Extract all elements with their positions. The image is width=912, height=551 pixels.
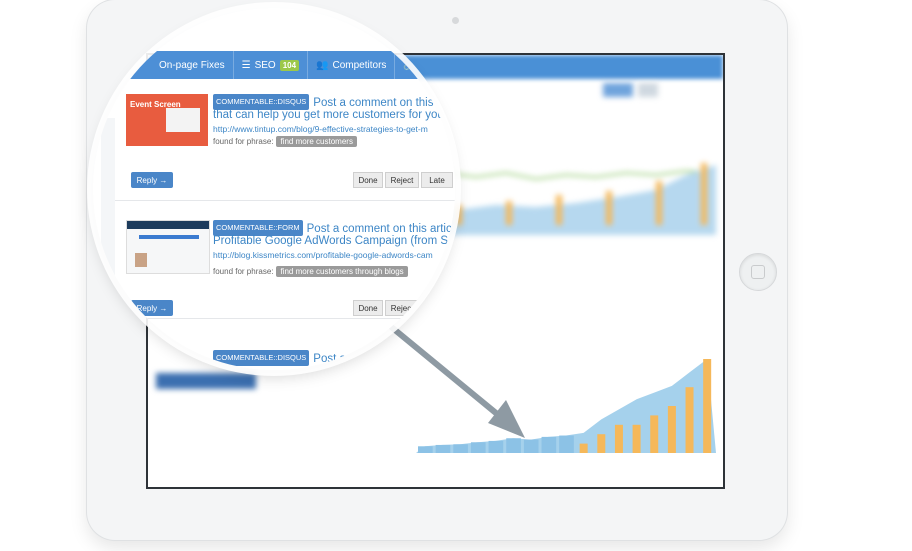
- blurred-button: [603, 83, 633, 97]
- reject-button[interactable]: Reject: [385, 172, 419, 188]
- card-title-line2[interactable]: Profitable Google AdWords Campaign (from…: [213, 235, 455, 247]
- source-tag: COMMENTABLE::DISQUS: [213, 94, 310, 110]
- bar: [667, 406, 676, 453]
- nav-onpage-fixes[interactable]: On-page Fixes: [93, 51, 234, 79]
- later-button[interactable]: Late: [421, 172, 453, 188]
- magnifier-lens: On-page Fixes ☰ SEO 104 👥 Competitors 🔗 R Ev…: [93, 8, 455, 370]
- blurred-chart: [416, 163, 716, 235]
- area-block: [541, 436, 557, 453]
- blurred-row: [156, 373, 256, 389]
- reject-button[interactable]: Rejec: [385, 300, 417, 316]
- done-button[interactable]: Done: [353, 300, 383, 316]
- source-tag: COMMENTABLE::DISQUS: [213, 350, 310, 366]
- thumb-header: [127, 221, 209, 229]
- card-title[interactable]: COMMENTABLE::DISQUS Post a comment on thi…: [213, 94, 455, 110]
- thumb-screen: [166, 108, 200, 132]
- nav-label: On-page Fixes: [159, 59, 225, 71]
- area-series: [416, 359, 716, 453]
- title-line: Post a comment on this article: Ho: [306, 223, 455, 235]
- bar: [597, 434, 606, 453]
- opportunity-card: COMMENTABLE::DISQUS Post a c: [115, 336, 455, 370]
- title-line: Post a c: [313, 353, 355, 365]
- top-nav: On-page Fixes ☰ SEO 104 👥 Competitors 🔗 R: [93, 51, 455, 79]
- bar: [632, 424, 641, 453]
- card-title-line2[interactable]: that can help you get more customers for…: [213, 109, 455, 121]
- card-url[interactable]: http://blog.kissmetrics.com/profitable-g…: [213, 250, 433, 260]
- growth-chart: [416, 359, 716, 453]
- nav-label: SEO: [254, 59, 276, 71]
- phrase-chip: find more customers through blogs: [276, 266, 408, 277]
- article-thumbnail: [126, 220, 210, 274]
- phrase-chip: find more customers: [276, 136, 357, 147]
- area-block: [453, 444, 468, 453]
- nav-label: Competitors: [332, 59, 387, 71]
- area-block: [435, 444, 451, 453]
- card-title[interactable]: COMMENTABLE::DISQUS Post a c: [213, 350, 355, 366]
- reply-button[interactable]: Reply →: [131, 300, 173, 316]
- opportunity-card: Event Screen COMMENTABLE::DISQUS Post a c…: [115, 86, 455, 201]
- area-block: [418, 446, 433, 453]
- nav-competitors[interactable]: 👥 Competitors: [308, 51, 396, 79]
- article-thumbnail: Event Screen: [126, 94, 208, 146]
- done-button[interactable]: Done: [353, 172, 383, 188]
- reply-button[interactable]: Reply →: [131, 172, 173, 188]
- nav-seo[interactable]: ☰ SEO 104: [234, 51, 309, 79]
- list-icon: ☰: [241, 59, 251, 71]
- area-block: [470, 442, 486, 453]
- title-line: Post a comment on this article:: [313, 97, 455, 109]
- nav-links[interactable]: 🔗 R: [395, 51, 437, 79]
- link-icon: 🔗: [403, 59, 416, 71]
- bar: [650, 415, 659, 453]
- seo-badge: 104: [279, 59, 300, 71]
- bar: [685, 387, 694, 453]
- found-label: found for phrase:: [213, 267, 274, 276]
- camera-dot: [452, 17, 459, 24]
- nav-label: R: [419, 59, 428, 71]
- source-tag: COMMENTABLE::FORM: [213, 220, 303, 236]
- bar: [614, 424, 623, 453]
- thumb-avatar: [135, 253, 147, 267]
- found-for-phrase: found for phrase: find more customers thr…: [213, 266, 408, 277]
- card-url[interactable]: http://www.tintup.com/blog/9-effective-s…: [213, 124, 428, 134]
- area-block: [506, 438, 521, 453]
- thumb-text: Event Screen: [130, 100, 181, 109]
- area-block: [559, 435, 574, 453]
- bar: [579, 443, 588, 453]
- card-title[interactable]: COMMENTABLE::FORM Post a comment on this …: [213, 220, 455, 236]
- left-rail: [101, 118, 115, 338]
- found-for-phrase: found for phrase: find more customers: [213, 136, 357, 147]
- found-label: found for phrase:: [213, 137, 274, 146]
- home-button[interactable]: [739, 253, 777, 291]
- opportunity-card: COMMENTABLE::FORM Post a comment on this …: [115, 214, 455, 319]
- thumb-bar: [139, 235, 199, 239]
- users-icon: 👥: [316, 59, 329, 71]
- area-block: [523, 439, 539, 453]
- area-block: [488, 440, 504, 453]
- bar: [703, 359, 712, 453]
- blurred-button: [638, 83, 658, 97]
